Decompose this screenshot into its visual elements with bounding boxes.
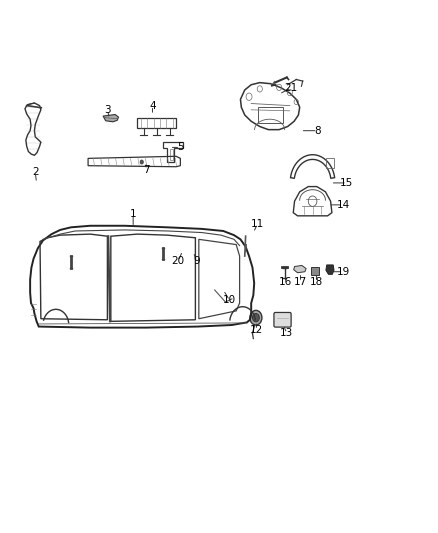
Polygon shape	[294, 265, 306, 273]
Text: 14: 14	[337, 200, 350, 210]
Bar	[170, 149, 173, 160]
Text: 1: 1	[130, 209, 137, 219]
Text: 21: 21	[285, 83, 298, 93]
Polygon shape	[326, 265, 334, 274]
Polygon shape	[103, 115, 119, 122]
Text: 7: 7	[143, 165, 149, 175]
Text: 5: 5	[177, 142, 184, 152]
Text: 18: 18	[310, 277, 323, 287]
Circle shape	[252, 313, 259, 322]
Text: 9: 9	[193, 256, 200, 266]
Text: 2: 2	[32, 167, 39, 177]
Text: 3: 3	[104, 105, 111, 115]
Bar	[258, 107, 283, 123]
Circle shape	[140, 160, 144, 164]
Text: 13: 13	[280, 328, 293, 338]
Bar	[326, 158, 334, 168]
Circle shape	[250, 310, 262, 325]
Text: 10: 10	[223, 295, 236, 305]
Text: 19: 19	[337, 266, 350, 277]
Text: 11: 11	[251, 219, 264, 229]
Text: 4: 4	[149, 101, 156, 111]
Text: 20: 20	[172, 256, 185, 266]
Text: 16: 16	[279, 277, 292, 287]
Text: 8: 8	[314, 126, 321, 136]
Text: 15: 15	[340, 178, 353, 188]
Text: 12: 12	[250, 325, 263, 335]
Bar	[311, 266, 319, 275]
FancyBboxPatch shape	[274, 312, 291, 327]
Text: 17: 17	[294, 277, 307, 287]
